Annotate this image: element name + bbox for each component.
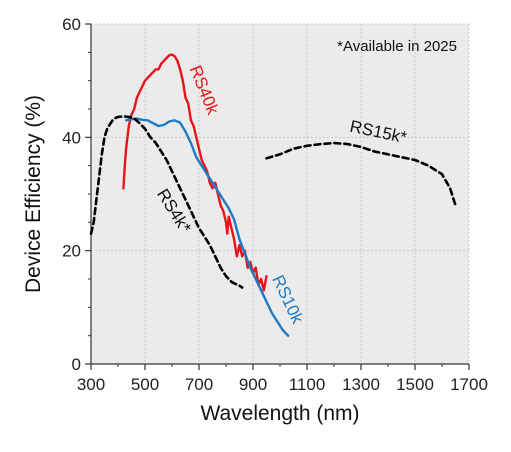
y-tick-label: 60 <box>62 15 81 34</box>
y-tick-label: 40 <box>62 128 81 147</box>
x-tick-label: 900 <box>239 375 267 394</box>
ticks: 300 500 700 900 1100 1300 1500 1700 0 20 40 60 <box>62 15 488 394</box>
grid <box>91 23 470 364</box>
x-tick-label: 1100 <box>289 375 326 394</box>
series-line-rs4k <box>89 115 244 289</box>
x-tick-label: 1700 <box>450 375 488 394</box>
y-tick-label: 0 <box>72 355 81 374</box>
x-tick-label: 300 <box>77 375 105 394</box>
series-line-rs40k <box>122 53 268 292</box>
y-tick-label: 20 <box>62 242 81 261</box>
plot-background <box>91 24 469 364</box>
x-tick-label: 1300 <box>342 375 380 394</box>
series-line-rs10k <box>124 117 290 337</box>
availability-note: *Available in 2025 <box>337 38 457 55</box>
x-tick-label: 500 <box>131 375 159 394</box>
x-tick-label: 700 <box>185 375 213 394</box>
series-line-rs15k <box>265 141 457 207</box>
y-axis-title: Device Efficiency (%) <box>22 95 45 293</box>
series <box>89 53 457 337</box>
x-tick-label: 1500 <box>396 375 434 394</box>
x-axis-title: Wavelength (nm) <box>200 402 359 425</box>
